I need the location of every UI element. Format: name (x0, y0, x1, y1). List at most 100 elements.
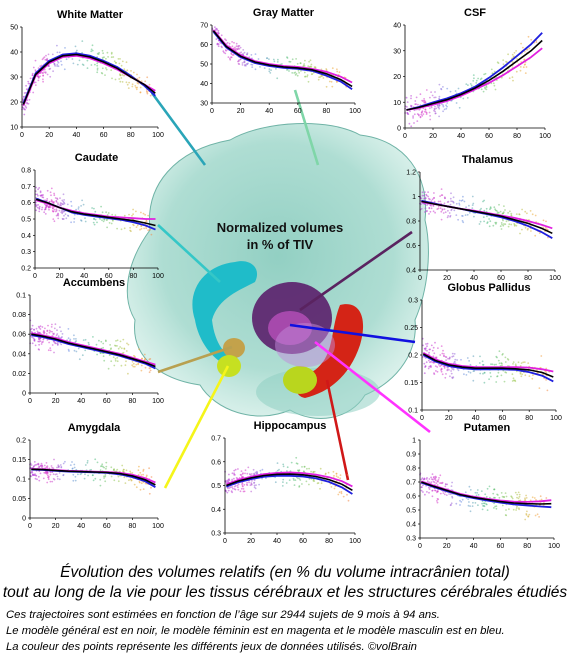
scatter-point (144, 482, 147, 485)
chart-title-white-matter: White Matter (57, 9, 124, 21)
scatter-point (235, 47, 238, 50)
scatter-point (249, 473, 252, 476)
scatter-point (295, 462, 298, 465)
scatter-point (94, 218, 97, 221)
scatter-point (135, 226, 138, 229)
scatter-point (423, 98, 425, 100)
scatter-point (450, 200, 452, 203)
scatter-point (239, 490, 242, 493)
y-tick-label: 20 (10, 100, 18, 107)
scatter-point (472, 80, 475, 82)
scatter-point (410, 105, 413, 107)
scatter-point (453, 362, 455, 364)
scatter-point (285, 482, 288, 484)
scatter-point (120, 228, 123, 231)
scatter-point (474, 502, 477, 504)
scatter-point (502, 59, 505, 61)
scatter-point (276, 462, 279, 464)
scatter-point (494, 88, 497, 91)
scatter-point (34, 344, 37, 347)
y-tick-label: 50 (200, 62, 208, 69)
y-tick-label: 30 (200, 101, 208, 108)
scatter-point (233, 472, 236, 475)
scatter-point (33, 474, 35, 476)
scatter-point (123, 214, 126, 217)
connector-amygdala (163, 365, 230, 489)
scatter-point (505, 495, 508, 498)
scatter-point (119, 58, 121, 60)
x-tick-label: 40 (470, 275, 478, 282)
scatter-point (406, 106, 408, 108)
scatter-point (433, 200, 436, 203)
scatter-point (439, 492, 442, 495)
scatter-point (61, 199, 64, 202)
scatter-point (451, 352, 454, 355)
scatter-point (486, 222, 489, 225)
x-tick-label: 100 (349, 538, 361, 545)
y-tick-label: 0.6 (406, 243, 416, 250)
y-tick-label: 0.1 (16, 477, 26, 484)
scatter-point (436, 500, 438, 502)
scatter-point (78, 59, 81, 62)
scatter-point (57, 61, 60, 64)
scatter-point (91, 207, 93, 209)
scatter-point (37, 331, 39, 334)
scatter-point (104, 74, 106, 76)
scatter-point (282, 463, 285, 466)
scatter-point (53, 351, 55, 354)
scatter-point (53, 327, 56, 330)
scatter-point (45, 333, 48, 335)
scatter-point (70, 200, 72, 203)
scatter-point (412, 117, 414, 119)
scatter-point (231, 486, 234, 488)
scatter-point (101, 72, 104, 75)
scatter-point (288, 70, 290, 72)
scatter-point (486, 487, 489, 490)
scatter-point (504, 356, 507, 359)
scatter-point (438, 106, 440, 108)
scatter-point (441, 103, 443, 105)
scatter-point (508, 508, 510, 511)
scatter-point (52, 202, 55, 205)
scatter-point (507, 358, 510, 361)
scatter-point (77, 347, 80, 350)
scatter-point (124, 482, 127, 484)
scatter-point (49, 191, 52, 194)
chart-title-caudate: Caudate (75, 152, 118, 164)
scatter-point (457, 87, 460, 90)
scatter-point (246, 484, 249, 486)
scatter-point (528, 47, 531, 50)
scatter-point (42, 78, 44, 81)
scatter-point (37, 204, 39, 206)
scatter-point (24, 105, 27, 108)
y-tick-label: 0.7 (211, 436, 221, 443)
scatter-point (50, 194, 52, 197)
scatter-point (133, 483, 136, 486)
scatter-point (56, 65, 58, 67)
scatter-point (47, 478, 50, 481)
scatter-point (142, 212, 145, 215)
scatter-point (129, 226, 132, 229)
scatter-point (299, 479, 302, 481)
scatter-point (138, 465, 140, 468)
scatter-point (449, 493, 452, 496)
scatter-point (228, 42, 231, 45)
scatter-point (132, 365, 135, 368)
hippocampus-head-structure (283, 366, 317, 394)
scatter-point (268, 58, 270, 60)
scatter-point (338, 71, 341, 74)
scatter-point (286, 466, 289, 469)
scatter-point (56, 63, 59, 66)
scatter-point (56, 475, 59, 478)
chart-title-csf: CSF (464, 7, 486, 19)
scatter-point (93, 223, 96, 226)
scatter-point (289, 60, 292, 63)
scatter-point (231, 41, 234, 43)
scatter-point (442, 349, 444, 352)
scatter-point (237, 47, 240, 49)
scatter-point (219, 41, 222, 44)
scatter-point (234, 46, 236, 49)
scatter-point (335, 475, 338, 478)
scatter-point (498, 362, 501, 365)
y-tick-label: 0.1 (408, 408, 418, 415)
